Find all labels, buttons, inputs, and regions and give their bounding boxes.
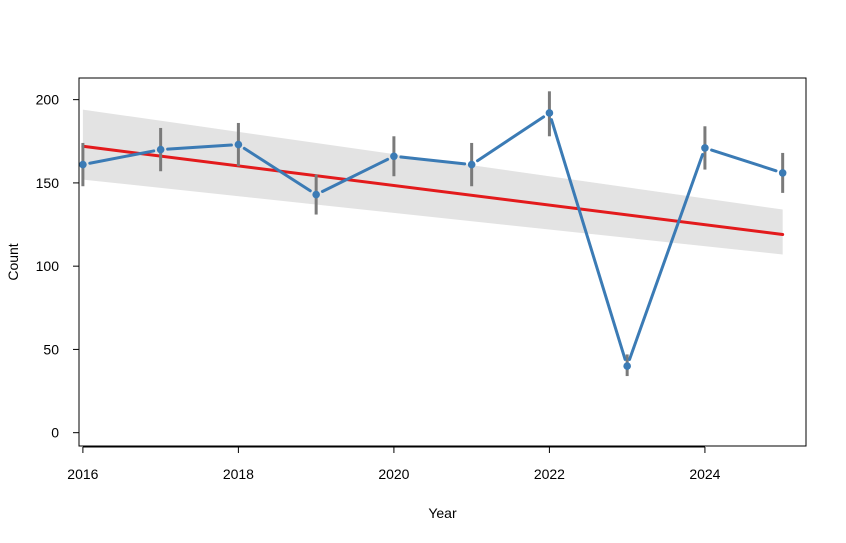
series-segment xyxy=(549,118,627,361)
x-tick-label: 2018 xyxy=(223,466,254,482)
x-tick-label: 2016 xyxy=(67,466,98,482)
y-tick-label: 50 xyxy=(43,341,59,357)
y-tick-label: 0 xyxy=(51,425,59,441)
x-tick-label: 2022 xyxy=(534,466,565,482)
series-segment xyxy=(399,155,467,166)
y-axis-title: Count xyxy=(5,243,21,280)
series-segment xyxy=(628,153,705,361)
trend-line xyxy=(81,144,785,237)
trend-line-layer xyxy=(81,144,785,237)
series-segment xyxy=(88,149,156,165)
data-point xyxy=(234,140,243,149)
series-segment xyxy=(710,148,778,173)
series-segment xyxy=(242,146,312,193)
data-point xyxy=(701,144,709,152)
x-axis-title: Year xyxy=(428,505,457,521)
x-axis: 2016 2018 2020 2022 2024 xyxy=(67,446,721,482)
data-point xyxy=(623,362,631,370)
y-tick-label: 200 xyxy=(36,92,60,108)
x-tick-label: 2024 xyxy=(689,466,720,482)
data-point xyxy=(156,145,165,154)
y-axis: 0 50 100 150 200 xyxy=(36,92,80,441)
data-point xyxy=(778,169,787,177)
data-point xyxy=(79,160,87,169)
data-point xyxy=(390,152,398,161)
series-segment xyxy=(320,157,390,193)
x-tick-label: 2020 xyxy=(378,466,409,482)
data-point xyxy=(467,160,476,169)
y-tick-label: 100 xyxy=(36,258,60,274)
y-tick-label: 150 xyxy=(36,175,60,191)
confidence-band xyxy=(82,109,783,255)
data-point-layer xyxy=(79,109,787,370)
data-point xyxy=(545,109,554,117)
data-point xyxy=(312,190,320,199)
series-segment xyxy=(166,143,233,151)
confidence-band-layer xyxy=(82,109,783,255)
series-line-layer xyxy=(88,115,778,361)
series-segment xyxy=(475,115,546,163)
